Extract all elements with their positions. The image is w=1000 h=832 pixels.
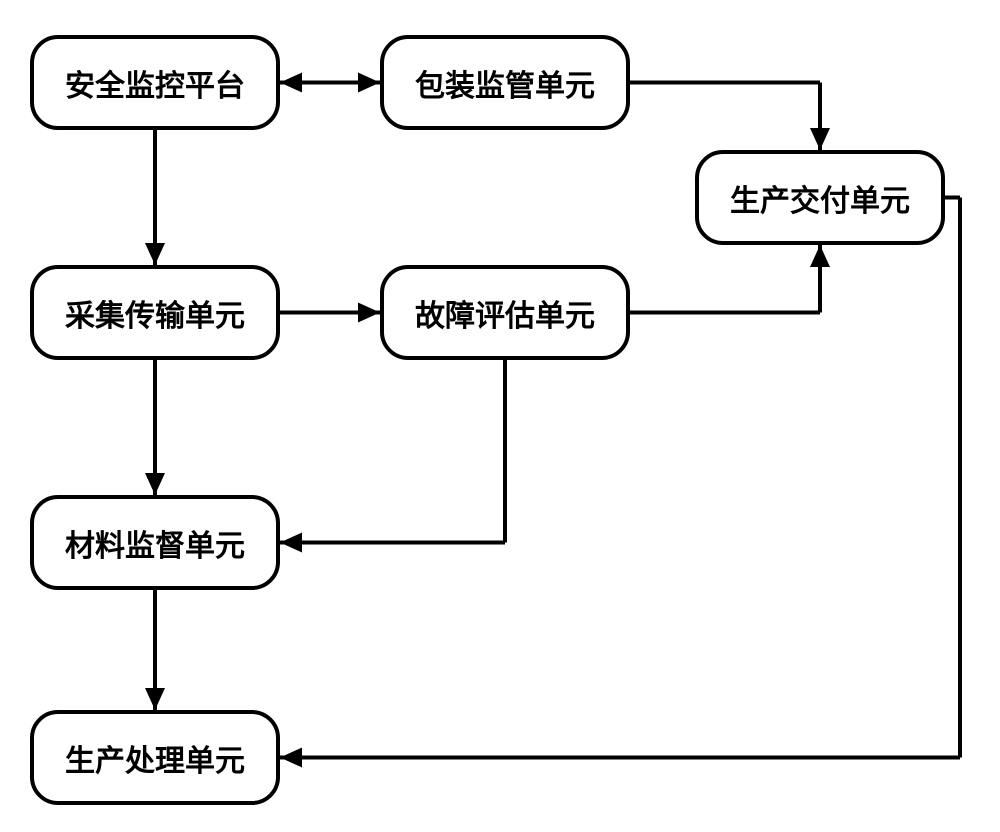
node-fault: 故障评估单元 bbox=[380, 265, 630, 360]
node-label: 故障评估单元 bbox=[415, 291, 595, 335]
node-label: 生产交付单元 bbox=[730, 176, 910, 220]
node-label: 包装监管单元 bbox=[415, 61, 595, 105]
node-label: 材料监督单元 bbox=[65, 521, 245, 565]
node-delivery: 生产交付单元 bbox=[695, 150, 945, 245]
node-process: 生产处理单元 bbox=[30, 710, 280, 805]
node-safety: 安全监控平台 bbox=[30, 35, 280, 130]
node-label: 安全监控平台 bbox=[65, 61, 245, 105]
node-material: 材料监督单元 bbox=[30, 495, 280, 590]
node-collect: 采集传输单元 bbox=[30, 265, 280, 360]
node-label: 生产处理单元 bbox=[65, 736, 245, 780]
flowchart-canvas: 安全监控平台 包装监管单元 生产交付单元 采集传输单元 故障评估单元 材料监督单… bbox=[0, 0, 1000, 832]
node-label: 采集传输单元 bbox=[65, 291, 245, 335]
node-packaging: 包装监管单元 bbox=[380, 35, 630, 130]
